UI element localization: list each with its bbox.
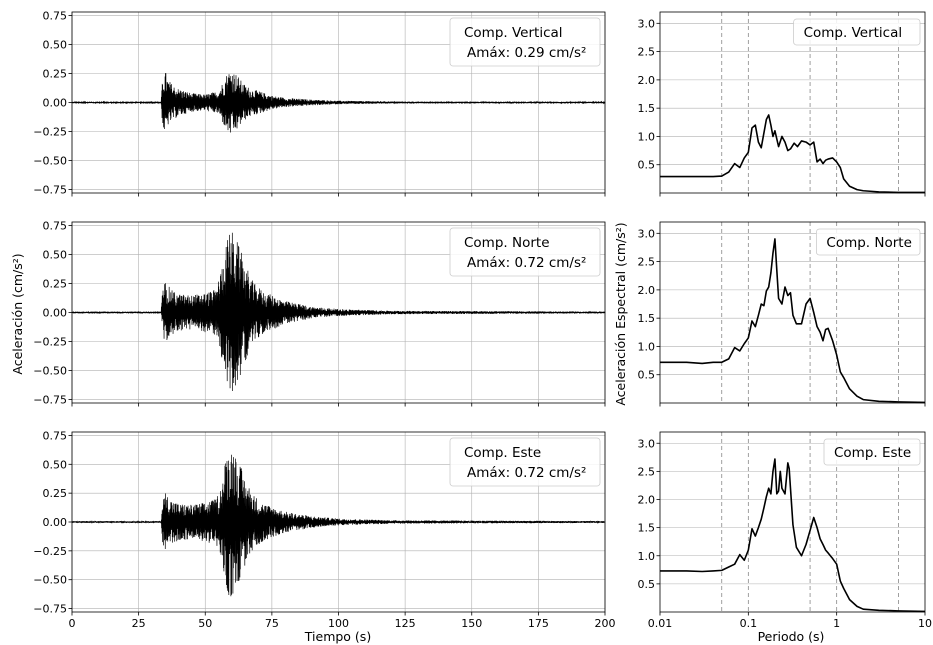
- waveform-panel: −0.75 −0.50 −0.25 0.00 0.25 0.50 0.75 0 25 50 75 10…: [33, 429, 615, 630]
- y-tick-label: 3.0: [638, 227, 656, 240]
- legend-component-label: Comp. Vertical: [804, 25, 903, 41]
- plot-frame: [71, 431, 606, 613]
- x-tick-label: 25: [132, 617, 146, 630]
- spectrum-curve: [660, 458, 926, 613]
- waveform-trace: [71, 454, 606, 597]
- y-tick-label: 1.5: [638, 312, 656, 325]
- spectrum-panel: 0.5 1.0 1.5 2.0 2.5 3.0 Comp. Norte: [638, 221, 926, 407]
- y-tick-label: 0.5: [638, 159, 656, 172]
- y-tick-label: 0.75: [43, 219, 68, 232]
- y-tick-label: 0.50: [43, 38, 68, 51]
- right-y-axis-title: Aceleración Espectral (cm/s²): [613, 222, 628, 405]
- y-tick-label: 0.25: [43, 67, 68, 80]
- x-tick-label: 200: [595, 617, 616, 630]
- plot-frame: [659, 221, 926, 404]
- y-tick-label: −0.50: [33, 365, 67, 378]
- y-tick-label: 0.5: [638, 369, 656, 382]
- y-tick-label: 2.5: [638, 256, 656, 269]
- legend-box: [816, 228, 921, 256]
- y-tick-label: −0.25: [33, 336, 67, 349]
- x-tick-label: 1: [833, 617, 840, 630]
- x-tick-label: 75: [265, 617, 279, 630]
- left-x-axis-title: Tiempo (s): [304, 629, 371, 644]
- x-tick-label: 100: [328, 617, 349, 630]
- legend-box: [823, 438, 921, 466]
- y-tick-label: 1.5: [638, 102, 656, 115]
- y-tick-label: 2.0: [638, 494, 656, 507]
- x-tick-label: 175: [528, 617, 549, 630]
- x-tick-label: 125: [395, 617, 416, 630]
- spectrum-panel: 0.5 1.0 1.5 2.0 2.5 3.0 0.01 0.1 1 10 Comp. Este: [638, 431, 932, 630]
- legend-box: [449, 227, 601, 277]
- y-tick-label: 3.0: [638, 17, 656, 30]
- y-tick-label: 2.5: [638, 46, 656, 59]
- waveform-trace: [71, 73, 606, 133]
- legend-component-label: Comp. Vertical: [464, 25, 563, 41]
- y-tick-label: 0.25: [43, 487, 68, 500]
- spectrum-panel: 0.5 1.0 1.5 2.0 2.5 3.0 Comp. Vertical: [638, 11, 926, 197]
- legend-box: [449, 437, 601, 487]
- plot-frame: [659, 11, 926, 194]
- y-tick-label: 3.0: [638, 437, 656, 450]
- y-tick-label: 1.0: [638, 550, 656, 563]
- x-tick-label: 0: [69, 617, 76, 630]
- x-tick-label: 0.01: [648, 617, 673, 630]
- x-tick-label: 50: [198, 617, 212, 630]
- y-tick-label: 0.75: [43, 9, 68, 22]
- y-tick-label: 1.0: [638, 340, 656, 353]
- y-tick-label: 0.00: [43, 307, 68, 320]
- waveform-panel: −0.75 −0.50 −0.25 0.00 0.25 0.50 0.75 Comp. Nor…: [33, 219, 606, 407]
- y-tick-label: −0.25: [33, 126, 67, 139]
- x-tick-label: 150: [461, 617, 482, 630]
- spectrum-curve: [660, 114, 925, 194]
- y-tick-label: 0.00: [43, 516, 68, 529]
- y-tick-label: 0.50: [43, 458, 68, 471]
- legend-max-accel: Amáx: 0.29 cm/s²: [467, 45, 586, 61]
- legend-component-label: Comp. Este: [464, 445, 541, 461]
- plot-frame: [71, 11, 606, 194]
- y-tick-label: 1.5: [638, 522, 656, 535]
- x-tick-label: 10: [918, 617, 932, 630]
- y-tick-label: 2.5: [638, 465, 656, 478]
- y-tick-label: 0.75: [43, 429, 68, 442]
- waveform-panel: −0.75 −0.50 −0.25 0.00 0.25 0.50 0.75 Comp. Ver…: [33, 9, 606, 197]
- y-tick-label: 2.0: [638, 74, 656, 87]
- left-y-axis-title: Aceleración (cm/s²): [10, 253, 25, 374]
- y-tick-label: −0.75: [33, 184, 67, 197]
- plot-frame: [71, 221, 606, 404]
- legend-max-accel: Amáx: 0.72 cm/s²: [467, 255, 586, 271]
- x-tick-label: 0.1: [740, 617, 758, 630]
- y-tick-label: −0.75: [33, 394, 67, 407]
- y-tick-label: −0.25: [33, 545, 67, 558]
- spectrum-curve: [660, 238, 926, 404]
- y-tick-label: 0.50: [43, 248, 68, 261]
- legend-max-accel: Amáx: 0.72 cm/s²: [467, 465, 586, 481]
- right-x-axis-title: Periodo (s): [758, 629, 825, 644]
- y-tick-label: −0.50: [33, 574, 67, 587]
- y-tick-label: 1.0: [638, 130, 656, 143]
- legend-box: [793, 18, 921, 46]
- y-tick-label: 0.00: [43, 97, 68, 110]
- y-tick-label: 0.5: [638, 578, 656, 591]
- legend-box: [449, 17, 601, 67]
- waveform-trace: [71, 232, 606, 391]
- y-tick-label: 0.25: [43, 277, 68, 290]
- legend-component-label: Comp. Este: [834, 445, 911, 461]
- plot-frame: [659, 431, 926, 613]
- y-tick-label: 2.0: [638, 284, 656, 297]
- y-tick-label: −0.75: [33, 603, 67, 616]
- y-tick-label: −0.50: [33, 155, 67, 168]
- legend-component-label: Comp. Norte: [464, 235, 550, 251]
- legend-component-label: Comp. Norte: [826, 235, 912, 251]
